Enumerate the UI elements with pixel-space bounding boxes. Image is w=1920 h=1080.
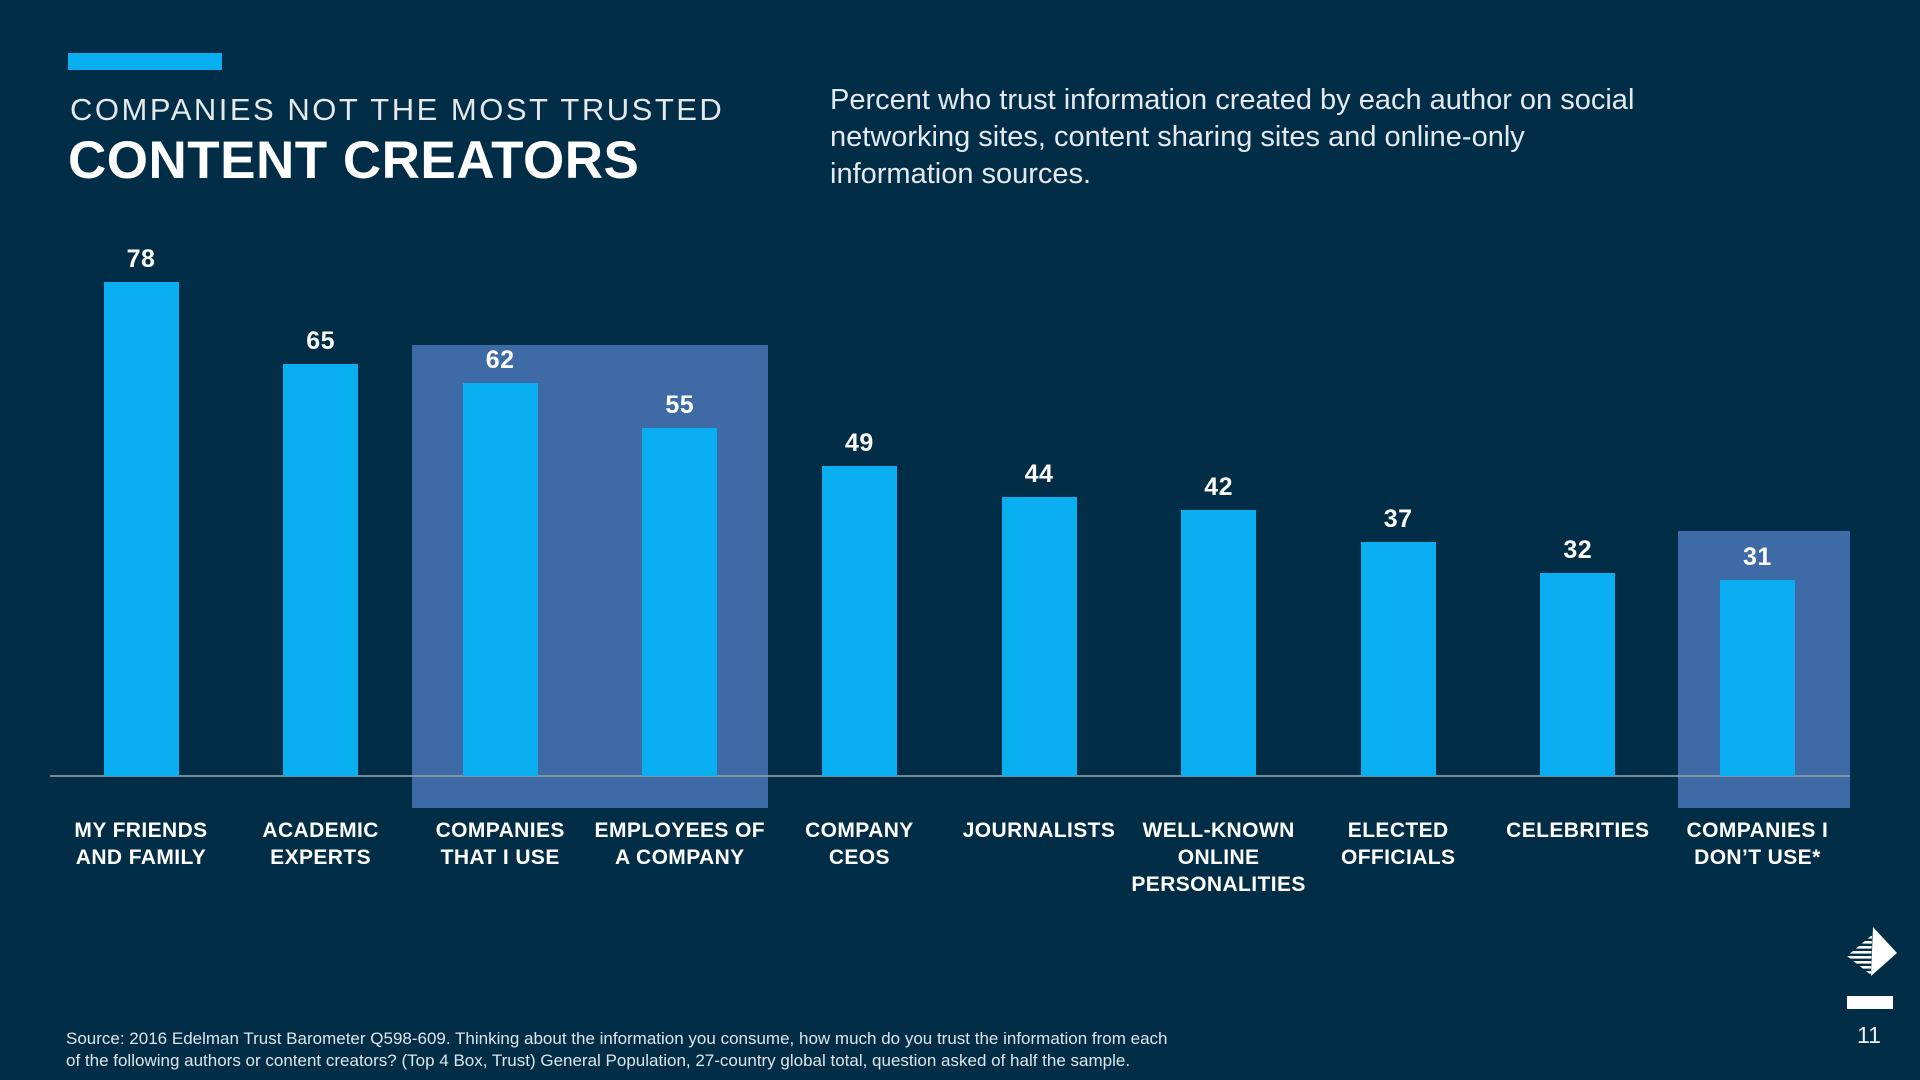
page-number: 11 bbox=[1857, 1022, 1881, 1048]
page-title: CONTENT CREATORS bbox=[68, 131, 640, 190]
bar-value-label: 32 bbox=[1563, 536, 1593, 564]
chart-bar bbox=[1719, 580, 1795, 776]
category-label-line: MY FRIENDS bbox=[74, 819, 208, 842]
category-label-line: THAT I USE bbox=[440, 846, 560, 869]
category-label-line: ACADEMIC bbox=[262, 819, 379, 842]
chart-bar bbox=[283, 364, 359, 776]
source-line-1: Source: 2016 Edelman Trust Barometer Q59… bbox=[66, 1029, 1168, 1048]
bar-value-label: 62 bbox=[485, 346, 515, 374]
bar-category-label: MY FRIENDS AND FAMILY bbox=[31, 817, 251, 871]
category-label-line: A COMPANY bbox=[614, 846, 745, 869]
bar-value-label: 42 bbox=[1204, 473, 1233, 501]
chart-bar bbox=[1001, 497, 1077, 776]
category-label-line: OFFICIALS bbox=[1340, 846, 1456, 869]
category-label-line: DON’T USE* bbox=[1694, 846, 1821, 869]
category-label-line: WELL-KNOWN bbox=[1142, 819, 1295, 842]
category-label-line: ELECTED bbox=[1347, 819, 1449, 842]
bar-value-label: 37 bbox=[1383, 505, 1413, 533]
footer-accent-bar bbox=[1847, 996, 1893, 1009]
category-label-line: COMPANIES bbox=[435, 819, 565, 842]
bar-category-label: ELECTED OFFICIALS bbox=[1288, 817, 1508, 871]
chart-bar bbox=[1540, 573, 1616, 776]
bar-value-label: 65 bbox=[306, 327, 335, 355]
x-axis-line bbox=[50, 775, 1850, 777]
category-label-line: COMPANIES I bbox=[1686, 819, 1829, 842]
chart-bar bbox=[821, 466, 897, 776]
bar-value-label: 44 bbox=[1024, 460, 1054, 488]
bar-value-label: 31 bbox=[1742, 543, 1772, 571]
next-page-striped-arrow-icon[interactable] bbox=[1845, 926, 1898, 978]
bar-category-label: COMPANY CEOS bbox=[749, 817, 969, 871]
bar-category-label: CELEBRITIES bbox=[1468, 817, 1688, 844]
slide-kicker: COMPANIES NOT THE MOST TRUSTED bbox=[70, 92, 725, 127]
category-label-line: EMPLOYEES OF bbox=[594, 819, 766, 842]
chart-bar bbox=[1181, 510, 1257, 776]
bar-value-label: 78 bbox=[126, 245, 156, 273]
bar-category-label: ACADEMIC EXPERTS bbox=[211, 817, 431, 871]
category-label-line: COMPANY bbox=[805, 819, 914, 842]
bar-category-label: EMPLOYEES OF A COMPANY bbox=[570, 817, 790, 871]
bar-value-label: 55 bbox=[665, 391, 695, 419]
bar-category-label: JOURNALISTS bbox=[929, 817, 1149, 844]
category-label-line: ONLINE bbox=[1177, 846, 1260, 869]
category-label-line: PERSONALITIES bbox=[1131, 873, 1306, 896]
source-line-2: of the following authors or content crea… bbox=[66, 1051, 1131, 1070]
chart-bar bbox=[642, 428, 718, 776]
category-label-line: AND FAMILY bbox=[75, 846, 207, 869]
source-note: Source: 2016 Edelman Trust Barometer Q59… bbox=[66, 1028, 1168, 1072]
bar-category-label: COMPANIES I DON’T USE* bbox=[1647, 817, 1867, 871]
chart-bar bbox=[1360, 542, 1436, 776]
bar-category-label: COMPANIES THAT I USE bbox=[390, 817, 610, 871]
chart-bar bbox=[103, 282, 179, 776]
bar-category-label: WELL-KNOWN ONLINE PERSONALITIES bbox=[1109, 817, 1329, 898]
category-label-line: EXPERTS bbox=[270, 846, 371, 869]
category-label-line: CELEBRITIES bbox=[1506, 819, 1650, 842]
chart-subtitle: Percent who trust information created by… bbox=[830, 84, 1635, 190]
chart-bar bbox=[462, 383, 538, 776]
accent-bar bbox=[68, 53, 222, 70]
category-label-line: JOURNALISTS bbox=[962, 819, 1116, 842]
category-label-line: CEOS bbox=[828, 846, 890, 869]
bar-value-label: 49 bbox=[844, 429, 874, 457]
